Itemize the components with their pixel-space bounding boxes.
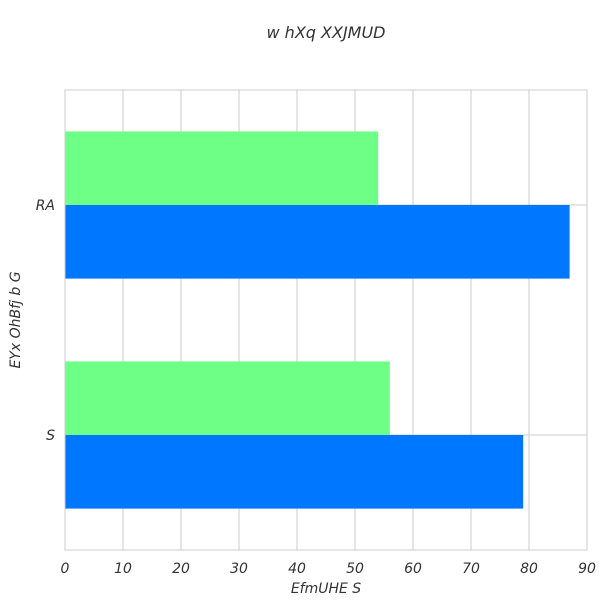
tick-labels: 0 10 20 30 40 50 60 70 80 90 RA S <box>36 198 596 577</box>
bar-s-series-1 <box>65 361 390 435</box>
x-tick-label: 30 <box>230 561 248 577</box>
x-tick-label: 70 <box>462 561 480 577</box>
bar-s-series-2 <box>65 435 524 509</box>
bars <box>65 131 570 509</box>
x-tick-label: 10 <box>114 561 132 577</box>
y-axis-label: EYx OhBfj b G <box>8 271 24 368</box>
x-tick-label: 50 <box>346 561 364 577</box>
x-tick-label: 80 <box>520 561 538 577</box>
plot-frame <box>64 89 588 551</box>
x-tick-label: 40 <box>288 561 306 577</box>
x-tick-label: 60 <box>404 561 422 577</box>
x-tick-label: 20 <box>172 561 190 577</box>
x-axis-label: EfmUHE S <box>291 581 361 597</box>
bar-ra-series-1 <box>65 131 379 205</box>
x-tick-label: 0 <box>61 561 70 577</box>
chart-title: w hXq XXJMUD <box>267 23 386 42</box>
y-tick-label: RA <box>36 198 55 214</box>
y-tick-label: S <box>46 428 55 444</box>
bar-ra-series-2 <box>65 205 570 279</box>
x-tick-label: 90 <box>578 561 596 577</box>
